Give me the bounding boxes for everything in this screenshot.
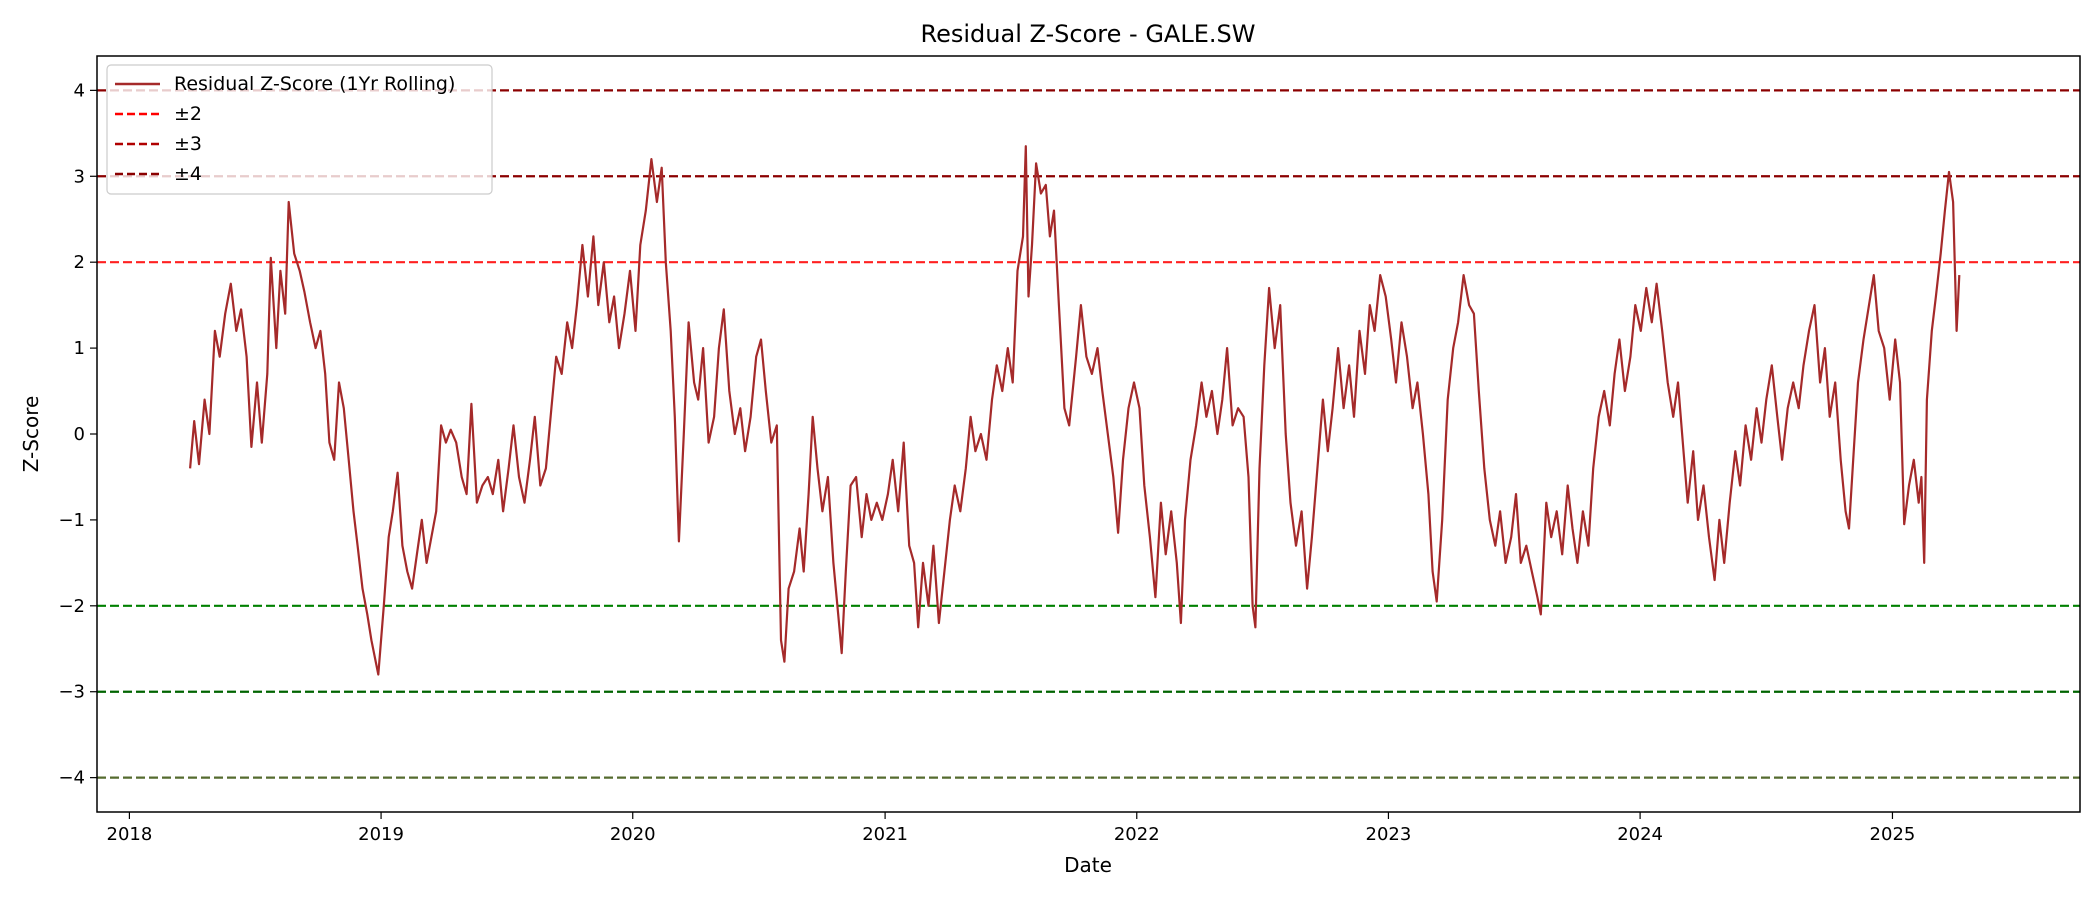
y-tick-label: 3 — [74, 166, 85, 187]
legend-box — [106, 64, 493, 195]
y-tick-label: −1 — [58, 510, 85, 531]
x-tick-label: 2021 — [862, 824, 908, 845]
y-axis-title: Z-Score — [19, 396, 43, 473]
x-tick-label: 2023 — [1366, 824, 1412, 845]
chart-title: Residual Z-Score - GALE.SW — [921, 20, 1256, 48]
x-tick-label: 2025 — [1870, 824, 1916, 845]
y-axis: −4 −3 −2 −1 0 1 2 3 4 — [58, 80, 97, 789]
y-tick-label: −2 — [58, 596, 85, 617]
legend: Residual Z-Score (1Yr Rolling) ±2 ±3 ±4 — [106, 64, 493, 195]
legend-label: Residual Z-Score (1Yr Rolling) — [174, 73, 455, 95]
legend-label: ±2 — [174, 103, 202, 125]
y-tick-label: 4 — [74, 80, 85, 101]
y-tick-label: 2 — [74, 252, 85, 273]
y-tick-label: 1 — [74, 338, 85, 359]
x-tick-label: 2020 — [610, 824, 656, 845]
x-axis: 2018 2019 2020 2021 2022 2023 2024 2025 — [107, 812, 1916, 845]
series-group — [189, 145, 1961, 676]
y-tick-label: −4 — [58, 768, 85, 789]
x-axis-title: Date — [1064, 853, 1112, 877]
series-line-residual-z-score — [189, 145, 1961, 676]
legend-label: ±4 — [174, 163, 202, 185]
x-tick-label: 2024 — [1617, 824, 1663, 845]
x-tick-label: 2022 — [1114, 824, 1160, 845]
y-tick-label: 0 — [74, 424, 85, 445]
x-tick-label: 2019 — [358, 824, 404, 845]
x-tick-label: 2018 — [107, 824, 153, 845]
legend-label: ±3 — [174, 133, 202, 155]
y-tick-label: −3 — [58, 682, 85, 703]
